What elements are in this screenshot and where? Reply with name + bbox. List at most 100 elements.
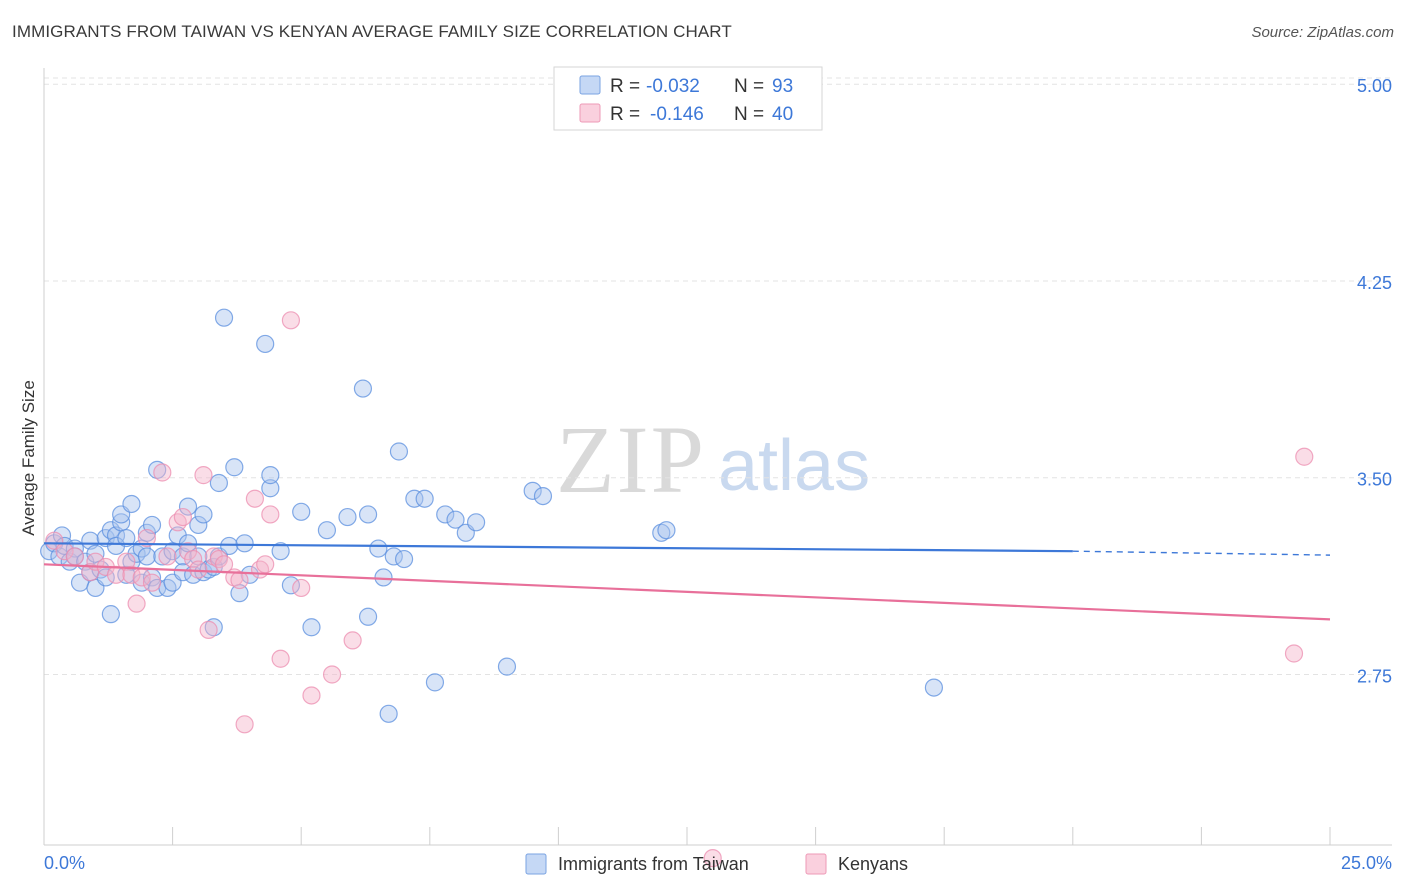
taiwan-point [178, 497, 198, 516]
kenyan-point [343, 631, 362, 650]
legend-blue-n-label: N = [734, 76, 764, 97]
kenyan-point [302, 686, 321, 705]
legend-pink-r-value: -0.146 [650, 104, 704, 125]
y-tick-label: 5.00 [1357, 76, 1392, 96]
legend-swatch-blue [579, 75, 601, 95]
taiwan-point [101, 605, 120, 624]
taiwan-point [220, 536, 239, 556]
taiwan-point [405, 489, 424, 508]
taiwan-point [261, 466, 280, 485]
taiwan-point [415, 489, 434, 508]
taiwan-point [389, 442, 409, 461]
kenyan-point [199, 620, 218, 639]
kenyan-point [168, 513, 187, 532]
kenyan-point [209, 549, 228, 569]
kenyan-point [1295, 447, 1314, 466]
taiwan-point [281, 576, 301, 595]
kenyan-point [127, 594, 146, 613]
taiwan-point [425, 673, 445, 692]
kenyan-point [245, 489, 265, 508]
kenyan-point [189, 560, 208, 579]
taiwan-point [523, 481, 542, 500]
y-tick-labels: 2.75 3.50 4.25 5.00 [1357, 76, 1392, 686]
taiwan-point [240, 565, 259, 584]
legend-pink-r-label: R = [610, 104, 640, 125]
kenyan-point [137, 528, 156, 548]
taiwan-point [271, 542, 290, 561]
x-tick-label-min: 0.0% [44, 853, 85, 873]
watermark-atlas: atlas [718, 426, 870, 506]
taiwan-point [652, 523, 671, 542]
taiwan-point [153, 547, 172, 566]
taiwan-point [353, 379, 373, 398]
taiwan-point [173, 563, 192, 582]
series-legend-swatch-kenyans [805, 853, 827, 875]
x-tick-label-max: 25.0% [1341, 853, 1392, 873]
taiwan-point [317, 521, 337, 540]
legend-swatch-pink [579, 103, 601, 123]
taiwan-point [924, 678, 944, 697]
stats-legend: R = -0.032 N = 93 R = -0.146 N = 40 [553, 66, 823, 131]
taiwan-point [292, 502, 311, 521]
taiwan-point [446, 510, 465, 529]
taiwan-point [189, 515, 208, 535]
kenyan-point [281, 311, 301, 330]
kenyan-point [235, 715, 254, 734]
axes [43, 68, 1392, 846]
y-tick-label: 2.75 [1357, 666, 1392, 686]
legend-pink-n-label: N = [734, 104, 764, 125]
kenyan-point [184, 549, 203, 569]
kenyan-point [256, 555, 275, 574]
series-legend-kenyans: Kenyans [838, 854, 908, 874]
taiwan-point [194, 505, 213, 524]
legend-pink-n-value: 40 [772, 104, 793, 125]
taiwan-point [384, 547, 403, 566]
taiwan-point [394, 549, 414, 569]
taiwan-point [379, 704, 398, 723]
taiwan-trend-line [43, 542, 1073, 553]
taiwan-point [256, 334, 275, 354]
trend-lines [43, 542, 1331, 621]
taiwan-point [338, 507, 357, 527]
kenyan-point [322, 665, 342, 684]
source-credit: Source: ZipAtlas.com [1251, 24, 1394, 41]
legend-blue-r-value: -0.032 [646, 76, 700, 97]
taiwan-point [148, 460, 167, 479]
kenyan-point [142, 573, 162, 592]
kenyan-point [1284, 644, 1304, 663]
taiwan-point [214, 308, 234, 327]
taiwan-trend-extension [1072, 550, 1331, 556]
taiwan-point [533, 486, 553, 506]
kenyan-point [703, 849, 722, 868]
kenyan-point [194, 466, 213, 485]
kenyan-point [230, 570, 249, 590]
kenyan-point [158, 547, 177, 566]
series-legend-taiwan: Immigrants from Taiwan [558, 854, 749, 874]
kenyan-point [173, 507, 192, 527]
series-legend-swatch-taiwan [525, 853, 547, 875]
series-legend: Immigrants from Taiwan Kenyans [525, 853, 908, 875]
watermark-zip: ZIP [556, 406, 706, 513]
y-tick-label: 3.50 [1357, 470, 1392, 490]
kenyan-point [271, 649, 290, 668]
taiwan-point [369, 539, 388, 558]
legend-blue-n-value: 93 [772, 76, 793, 97]
taiwan-point [374, 568, 393, 587]
kenyan-point [292, 578, 311, 598]
taiwan-point [122, 494, 141, 514]
taiwan-point [358, 607, 378, 626]
taiwan-point [302, 618, 321, 637]
taiwan-point [466, 513, 486, 532]
taiwan-point [204, 618, 223, 637]
kenyan-point [153, 463, 172, 482]
taiwan-point [497, 657, 517, 676]
chart-title: IMMIGRANTS FROM TAIWAN VS KENYAN AVERAGE… [12, 22, 732, 41]
kenyan-trend-line [43, 563, 1331, 621]
taiwan-point [225, 458, 244, 477]
kenyan-point [122, 565, 141, 584]
taiwan-point [235, 534, 254, 553]
taiwan-point [657, 521, 676, 540]
kenyan-point [261, 505, 280, 524]
taiwan-point [209, 473, 228, 493]
